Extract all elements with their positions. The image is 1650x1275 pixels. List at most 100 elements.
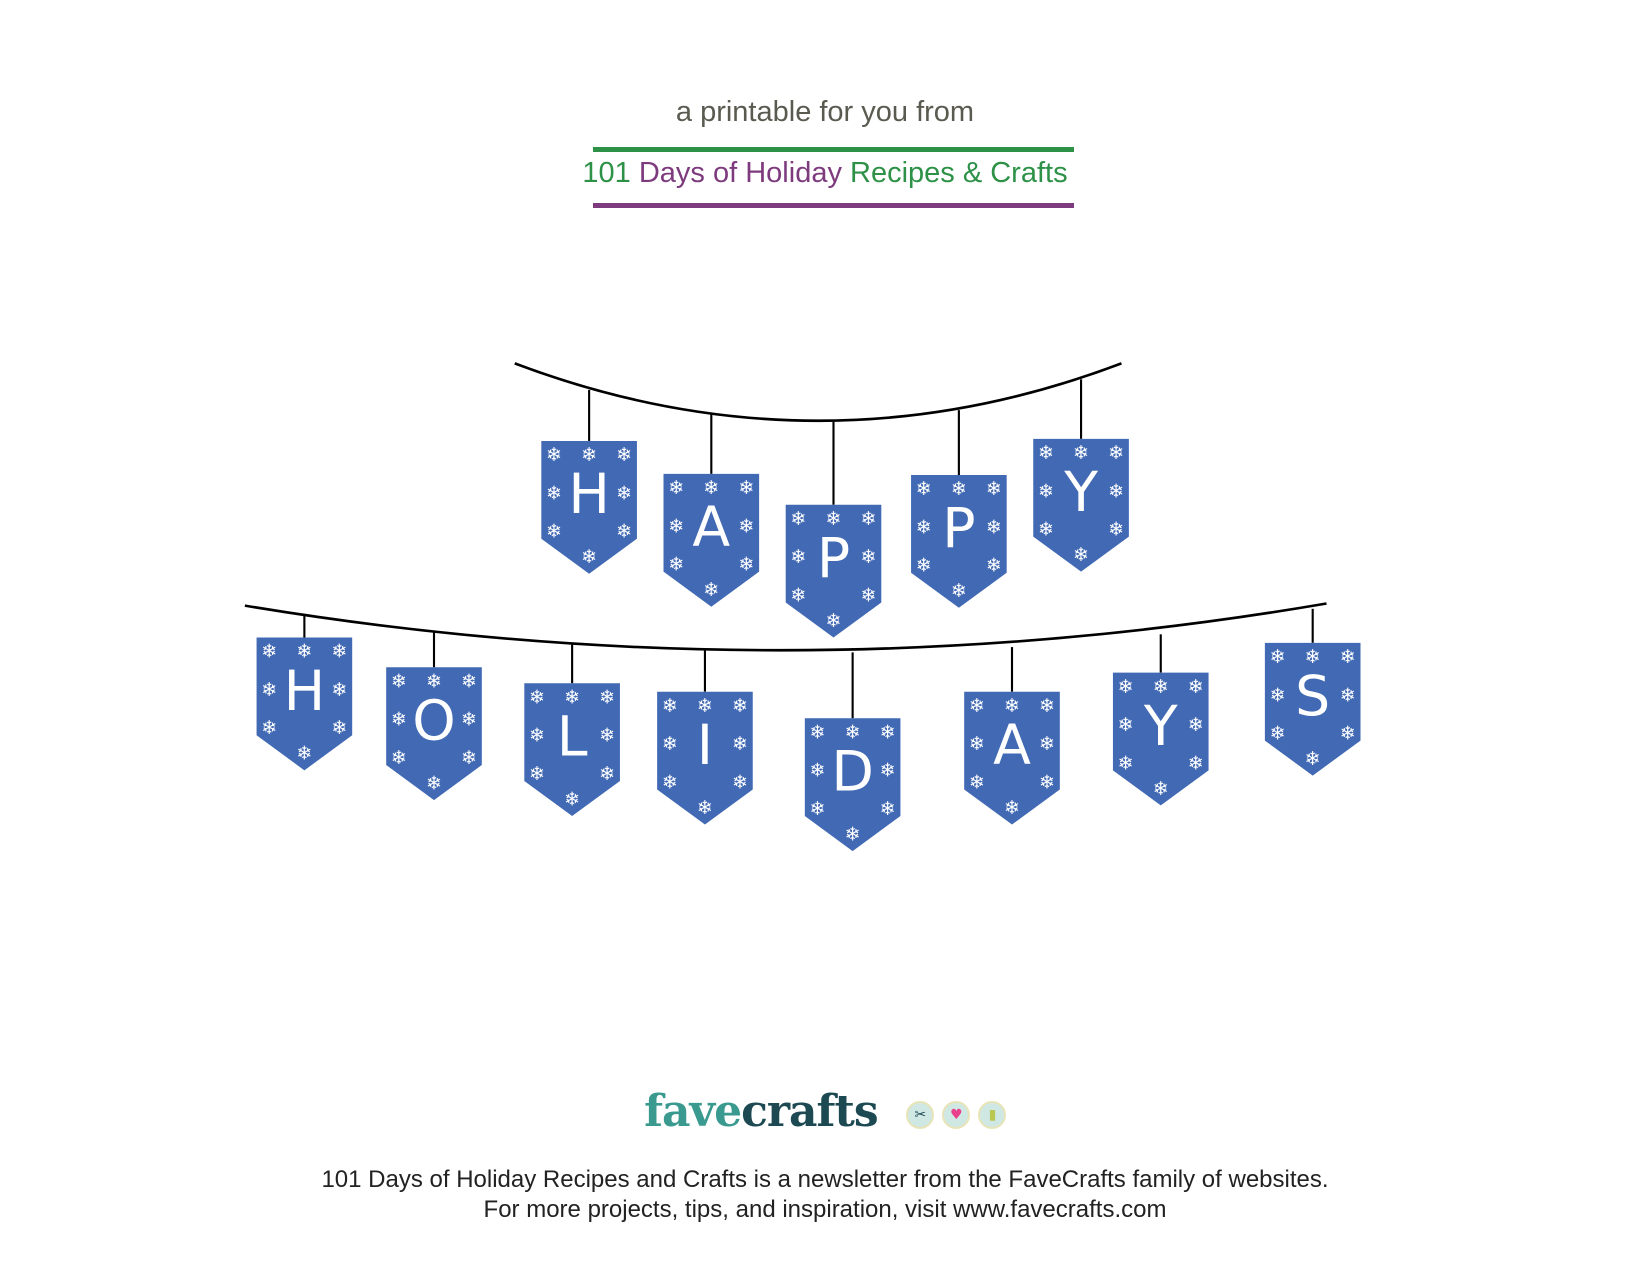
pennant-holidays-4: ❄ ❄ ❄❄ ❄❄ ❄❄D [804, 652, 901, 852]
snowflake-icon: ❄ [825, 609, 841, 632]
snowflake-icon: ❄ [738, 476, 754, 499]
pennant-happy-0: ❄ ❄ ❄❄ ❄❄ ❄❄H [541, 389, 637, 574]
bottom-string [244, 602, 1327, 652]
pennant-flag [1264, 642, 1361, 776]
snowflake-icon: ❄ [790, 507, 806, 530]
snowflake-icon: ❄ [564, 685, 580, 708]
snowflake-icon: ❄ [426, 771, 442, 794]
pennant-flag [256, 637, 353, 771]
pennant-happy-1: ❄ ❄ ❄❄ ❄❄ ❄❄A [663, 414, 760, 607]
snowflake-icon: ❄ [969, 694, 985, 717]
snowflake-icon: ❄ [732, 694, 748, 717]
pennant-happy-3: ❄ ❄ ❄❄ ❄❄ ❄❄P [911, 410, 1007, 608]
pennant-letter: P [817, 527, 850, 591]
snowflake-icon: ❄ [1108, 479, 1124, 502]
pennant-letter: O [412, 690, 456, 754]
snowflake-icon: ❄ [969, 770, 985, 793]
snowflake-icon: ❄ [1073, 441, 1089, 464]
snowflake-icon: ❄ [810, 720, 826, 743]
snowflake-icon: ❄ [845, 822, 861, 845]
snowflake-icon: ❄ [616, 520, 632, 543]
pennant-holidays-5: ❄ ❄ ❄❄ ❄❄ ❄❄A [964, 647, 1060, 825]
snowflake-icon: ❄ [426, 669, 442, 692]
snowflake-icon: ❄ [703, 578, 719, 601]
pennant-holidays-6: ❄ ❄ ❄❄ ❄❄ ❄❄Y [1112, 634, 1209, 806]
snowflake-icon: ❄ [1039, 694, 1055, 717]
footer-line-1: 101 Days of Holiday Recipes and Crafts i… [321, 1166, 1329, 1193]
snowflake-icon: ❄ [391, 746, 407, 769]
pennant-happy-4: ❄ ❄ ❄❄ ❄❄ ❄❄Y [1033, 379, 1129, 572]
snowflake-icon: ❄ [916, 477, 932, 500]
snowflake-icon: ❄ [391, 708, 407, 731]
snowflake-icon: ❄ [790, 545, 806, 568]
pennant-flag [541, 440, 637, 574]
snowflake-icon: ❄ [1039, 732, 1055, 755]
pennant-flag [964, 691, 1060, 825]
pennant-letter: I [697, 714, 713, 778]
snowflake-icon: ❄ [616, 481, 632, 504]
snowflake-icon: ❄ [662, 732, 678, 755]
snowflake-icon: ❄ [697, 796, 713, 819]
snowflake-icon: ❄ [1118, 713, 1134, 736]
snowflake-icon: ❄ [1153, 777, 1169, 800]
pennant-flag [1033, 438, 1129, 572]
snowflake-icon: ❄ [599, 685, 615, 708]
snowflake-icon: ❄ [1118, 751, 1134, 774]
snowflake-icon: ❄ [986, 554, 1002, 577]
snowflake-icon: ❄ [861, 583, 877, 606]
pennant-flag [524, 683, 620, 816]
thread-spool-icon: ▮ [977, 1100, 1006, 1129]
pennant-flag [386, 667, 482, 801]
snowflake-icon: ❄ [546, 520, 562, 543]
snowflake-icon: ❄ [529, 724, 545, 747]
snowflake-icon: ❄ [1004, 796, 1020, 819]
snowflake-icon: ❄ [261, 678, 277, 701]
snowflake-icon: ❄ [1038, 479, 1054, 502]
pennant-flag [911, 474, 1007, 608]
snowflake-icon: ❄ [1153, 675, 1169, 698]
favecrafts-logo[interactable]: favecrafts ✂ ♥ ▮ [0, 1086, 1650, 1137]
green-divider [593, 147, 1074, 152]
snowflake-icon: ❄ [581, 545, 597, 568]
snowflake-icon: ❄ [1038, 441, 1054, 464]
pennant-flag [804, 718, 901, 852]
pennant-letter: L [557, 705, 588, 769]
snowflake-icon: ❄ [662, 770, 678, 793]
snowflake-icon: ❄ [1073, 543, 1089, 566]
snowflake-icon: ❄ [703, 476, 719, 499]
snowflake-icon: ❄ [916, 554, 932, 577]
snowflake-icon: ❄ [1038, 518, 1054, 541]
pennant-letter: S [1295, 665, 1330, 729]
snowflake-icon: ❄ [1305, 645, 1321, 668]
snowflake-icon: ❄ [296, 742, 312, 765]
snowflake-icon: ❄ [951, 477, 967, 500]
snowflake-icon: ❄ [986, 477, 1002, 500]
snowflake-icon: ❄ [1188, 713, 1204, 736]
pennant-flag [785, 504, 882, 638]
snowflake-icon: ❄ [331, 640, 347, 663]
snowflake-icon: ❄ [581, 443, 597, 466]
snowflake-icon: ❄ [732, 770, 748, 793]
snowflake-icon: ❄ [880, 797, 896, 820]
snowflake-icon: ❄ [261, 640, 277, 663]
pennant-letter: H [284, 660, 326, 724]
newsletter-title: 101 Days of Holiday Recipes & Crafts [0, 157, 1650, 190]
snowflake-icon: ❄ [880, 759, 896, 782]
pennant-happy-2: ❄ ❄ ❄❄ ❄❄ ❄❄P [785, 421, 882, 638]
snowflake-icon: ❄ [1039, 770, 1055, 793]
snowflake-icon: ❄ [861, 545, 877, 568]
snowflake-icon: ❄ [738, 514, 754, 537]
snowflake-icon: ❄ [861, 507, 877, 530]
pennant-flag [1112, 672, 1209, 806]
snowflake-icon: ❄ [668, 476, 684, 499]
pennant-letter: D [831, 741, 874, 805]
snowflake-icon: ❄ [1188, 751, 1204, 774]
heart-icon: ♥ [941, 1100, 970, 1129]
pennant-letter: H [568, 463, 610, 527]
snowflake-icon: ❄ [1004, 694, 1020, 717]
snowflake-icon: ❄ [1340, 645, 1356, 668]
purple-divider [593, 203, 1074, 208]
snowflake-icon: ❄ [790, 583, 806, 606]
title-part-3: Recipes & Crafts [850, 157, 1068, 189]
pennant-flag [657, 691, 753, 825]
